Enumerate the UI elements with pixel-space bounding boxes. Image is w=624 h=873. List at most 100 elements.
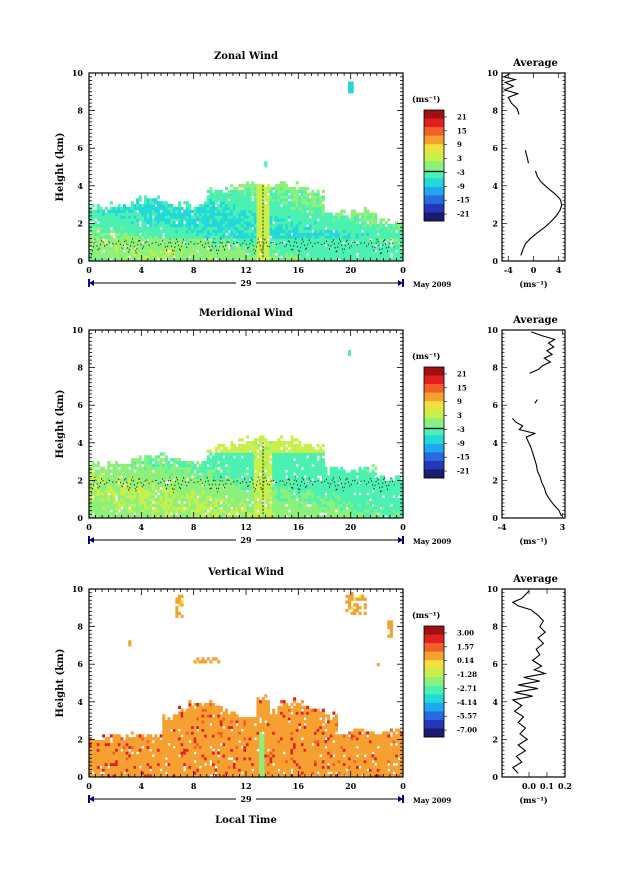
heatmap-cell (138, 226, 142, 231)
heatmap-cell (94, 212, 98, 216)
heatmap-cell (272, 500, 276, 505)
heatmap-cell (209, 492, 213, 496)
heatmap-cell (191, 509, 195, 513)
heatmap-cell (321, 229, 325, 233)
heatmap-cell (246, 258, 250, 262)
heatmap-cell (319, 201, 323, 205)
heatmap-cell (298, 223, 302, 228)
heatmap-cell (143, 506, 147, 510)
heatmap-cell (188, 503, 192, 508)
heatmap-cell (180, 512, 184, 516)
heatmap-cell (157, 209, 161, 213)
heatmap-cell (117, 204, 121, 208)
heatmap-cell (217, 469, 221, 473)
heatmap-cell (130, 209, 134, 213)
heatmap-cell (319, 469, 323, 473)
heatmap-cell (151, 478, 155, 482)
heatmap-cell (316, 232, 320, 236)
heatmap-cell (303, 209, 307, 213)
heatmap-cell (102, 255, 106, 259)
heatmap-cell (311, 480, 315, 485)
heatmap-cell (311, 472, 315, 476)
heatmap-cell (112, 469, 116, 473)
heatmap-cell (107, 218, 111, 222)
heatmap-cell (285, 446, 289, 451)
heatmap-cell (211, 498, 215, 502)
heatmap-cell (123, 466, 127, 470)
heatmap-cell (298, 189, 302, 194)
heatmap-cell (91, 500, 95, 505)
heatmap-cell (269, 449, 273, 453)
heatmap-cell (290, 195, 294, 199)
heatmap-cell (191, 243, 195, 248)
heatmap-cell (120, 466, 124, 470)
heatmap-cell (230, 189, 234, 194)
heatmap-cell (248, 195, 252, 199)
heatmap-cell (368, 221, 372, 225)
heatmap-cell (117, 255, 121, 259)
heatmap-cell (109, 503, 113, 508)
heatmap-cell (232, 195, 236, 199)
heatmap-cell (209, 495, 213, 499)
heatmap-cell (264, 186, 268, 191)
heatmap-cell (138, 235, 142, 239)
heatmap-cell (230, 480, 234, 485)
heatmap-cell (243, 246, 247, 251)
heatmap-cell (180, 489, 184, 493)
heatmap-cell (188, 515, 192, 519)
heatmap-cell (253, 486, 257, 490)
heatmap-cell (219, 512, 223, 516)
heatmap-cell (188, 218, 192, 222)
heatmap-cell (319, 492, 323, 496)
heatmap-cell (342, 480, 346, 485)
heatmap-cell (227, 483, 231, 488)
heatmap-cell (94, 480, 98, 485)
heatmap-cell (334, 475, 338, 479)
heatmap-cell (308, 209, 312, 213)
heatmap-cell (303, 486, 307, 490)
heatmap-cell (206, 212, 210, 216)
heatmap-cell (214, 452, 218, 456)
heatmap-cell (130, 246, 134, 251)
heatmap-cell (143, 503, 147, 508)
heatmap-cell (266, 206, 270, 211)
heatmap-cell (136, 258, 140, 262)
heatmap-cell (107, 495, 111, 499)
heatmap-cell (164, 515, 168, 519)
colorbar-tick-label: 3 (457, 154, 462, 163)
heatmap-cell (319, 229, 323, 233)
heatmap-cell (350, 503, 354, 508)
heatmap-cell (332, 486, 336, 490)
heatmap-cell (159, 483, 163, 488)
heatmap-cell (300, 223, 304, 228)
heatmap-cell (177, 204, 181, 208)
heatmap-cell (280, 489, 284, 493)
heatmap-cell (230, 509, 234, 513)
heatmap-cell (316, 198, 320, 202)
heatmap-cell (282, 195, 286, 199)
heatmap-cell (251, 469, 255, 473)
heatmap-cell (167, 226, 171, 231)
heatmap-cell (240, 446, 244, 451)
heatmap-cell (99, 486, 103, 490)
heatmap-cell (91, 258, 95, 262)
heatmap-cell (392, 223, 396, 228)
heatmap-cell (211, 509, 215, 513)
heatmap-cell (272, 258, 276, 262)
heatmap-cell (319, 461, 323, 465)
heatmap-cell (99, 469, 103, 473)
heatmap-cell (99, 258, 103, 262)
heatmap-cell (316, 463, 320, 468)
heatmap-cell (371, 246, 375, 251)
heatmap-cell (123, 235, 127, 239)
heatmap-cell (340, 249, 344, 253)
heatmap-cell (295, 446, 299, 451)
heatmap-cell (112, 506, 116, 510)
heatmap-cell (94, 255, 98, 259)
heatmap-cell (172, 232, 176, 236)
heatmap-cell (172, 212, 176, 216)
heatmap-cell (230, 223, 234, 228)
heatmap-cell (395, 226, 399, 231)
heatmap-cell (376, 258, 380, 262)
heatmap-cell (115, 475, 119, 479)
